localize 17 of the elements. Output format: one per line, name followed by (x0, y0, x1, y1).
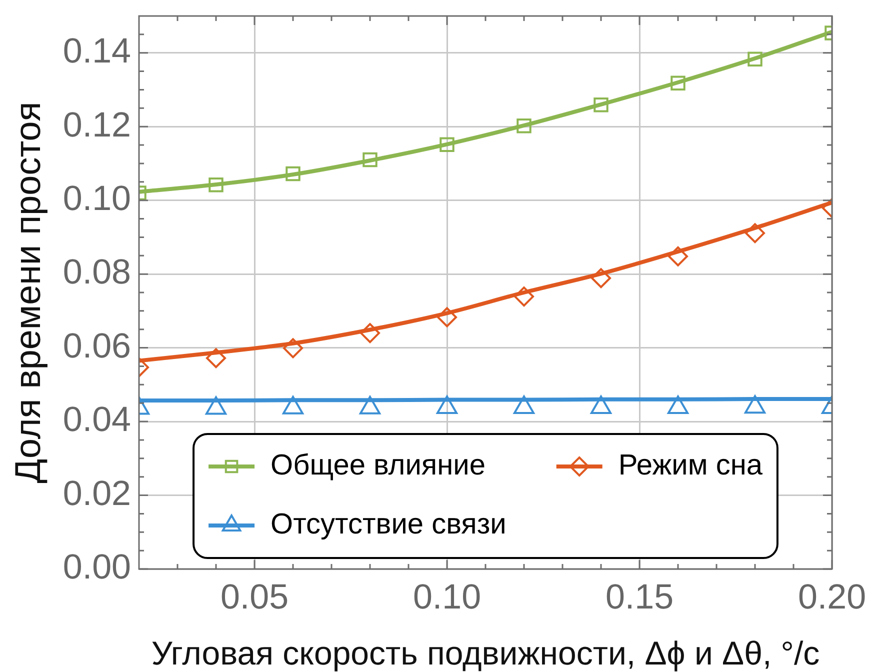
y-tick-label: 0.04 (62, 400, 131, 440)
y-tick-label: 0.08 (62, 252, 131, 292)
y-tick-label: 0.06 (62, 326, 131, 366)
legend-label: Режим сна (618, 450, 764, 482)
y-tick-label: 0.00 (62, 548, 131, 587)
y-tick-label: 0.10 (62, 178, 131, 218)
x-tick-label: 0.20 (798, 578, 866, 617)
x-tick-label: 0.05 (220, 578, 289, 617)
y-tick-label: 0.02 (62, 474, 131, 513)
y-axis-title: Доля времени простоя (6, 102, 48, 484)
x-tick-label: 0.10 (412, 578, 482, 617)
y-tick-label: 0.14 (62, 32, 131, 71)
x-axis-title: Угловая скорость подвижности, Δϕ и Δθ, °/с (151, 634, 820, 672)
legend-label: Общее влияние (270, 450, 486, 482)
legend-label: Отсутствие связи (270, 508, 506, 540)
y-tick-label: 0.12 (62, 105, 131, 144)
x-tick-label: 0.15 (605, 578, 674, 617)
